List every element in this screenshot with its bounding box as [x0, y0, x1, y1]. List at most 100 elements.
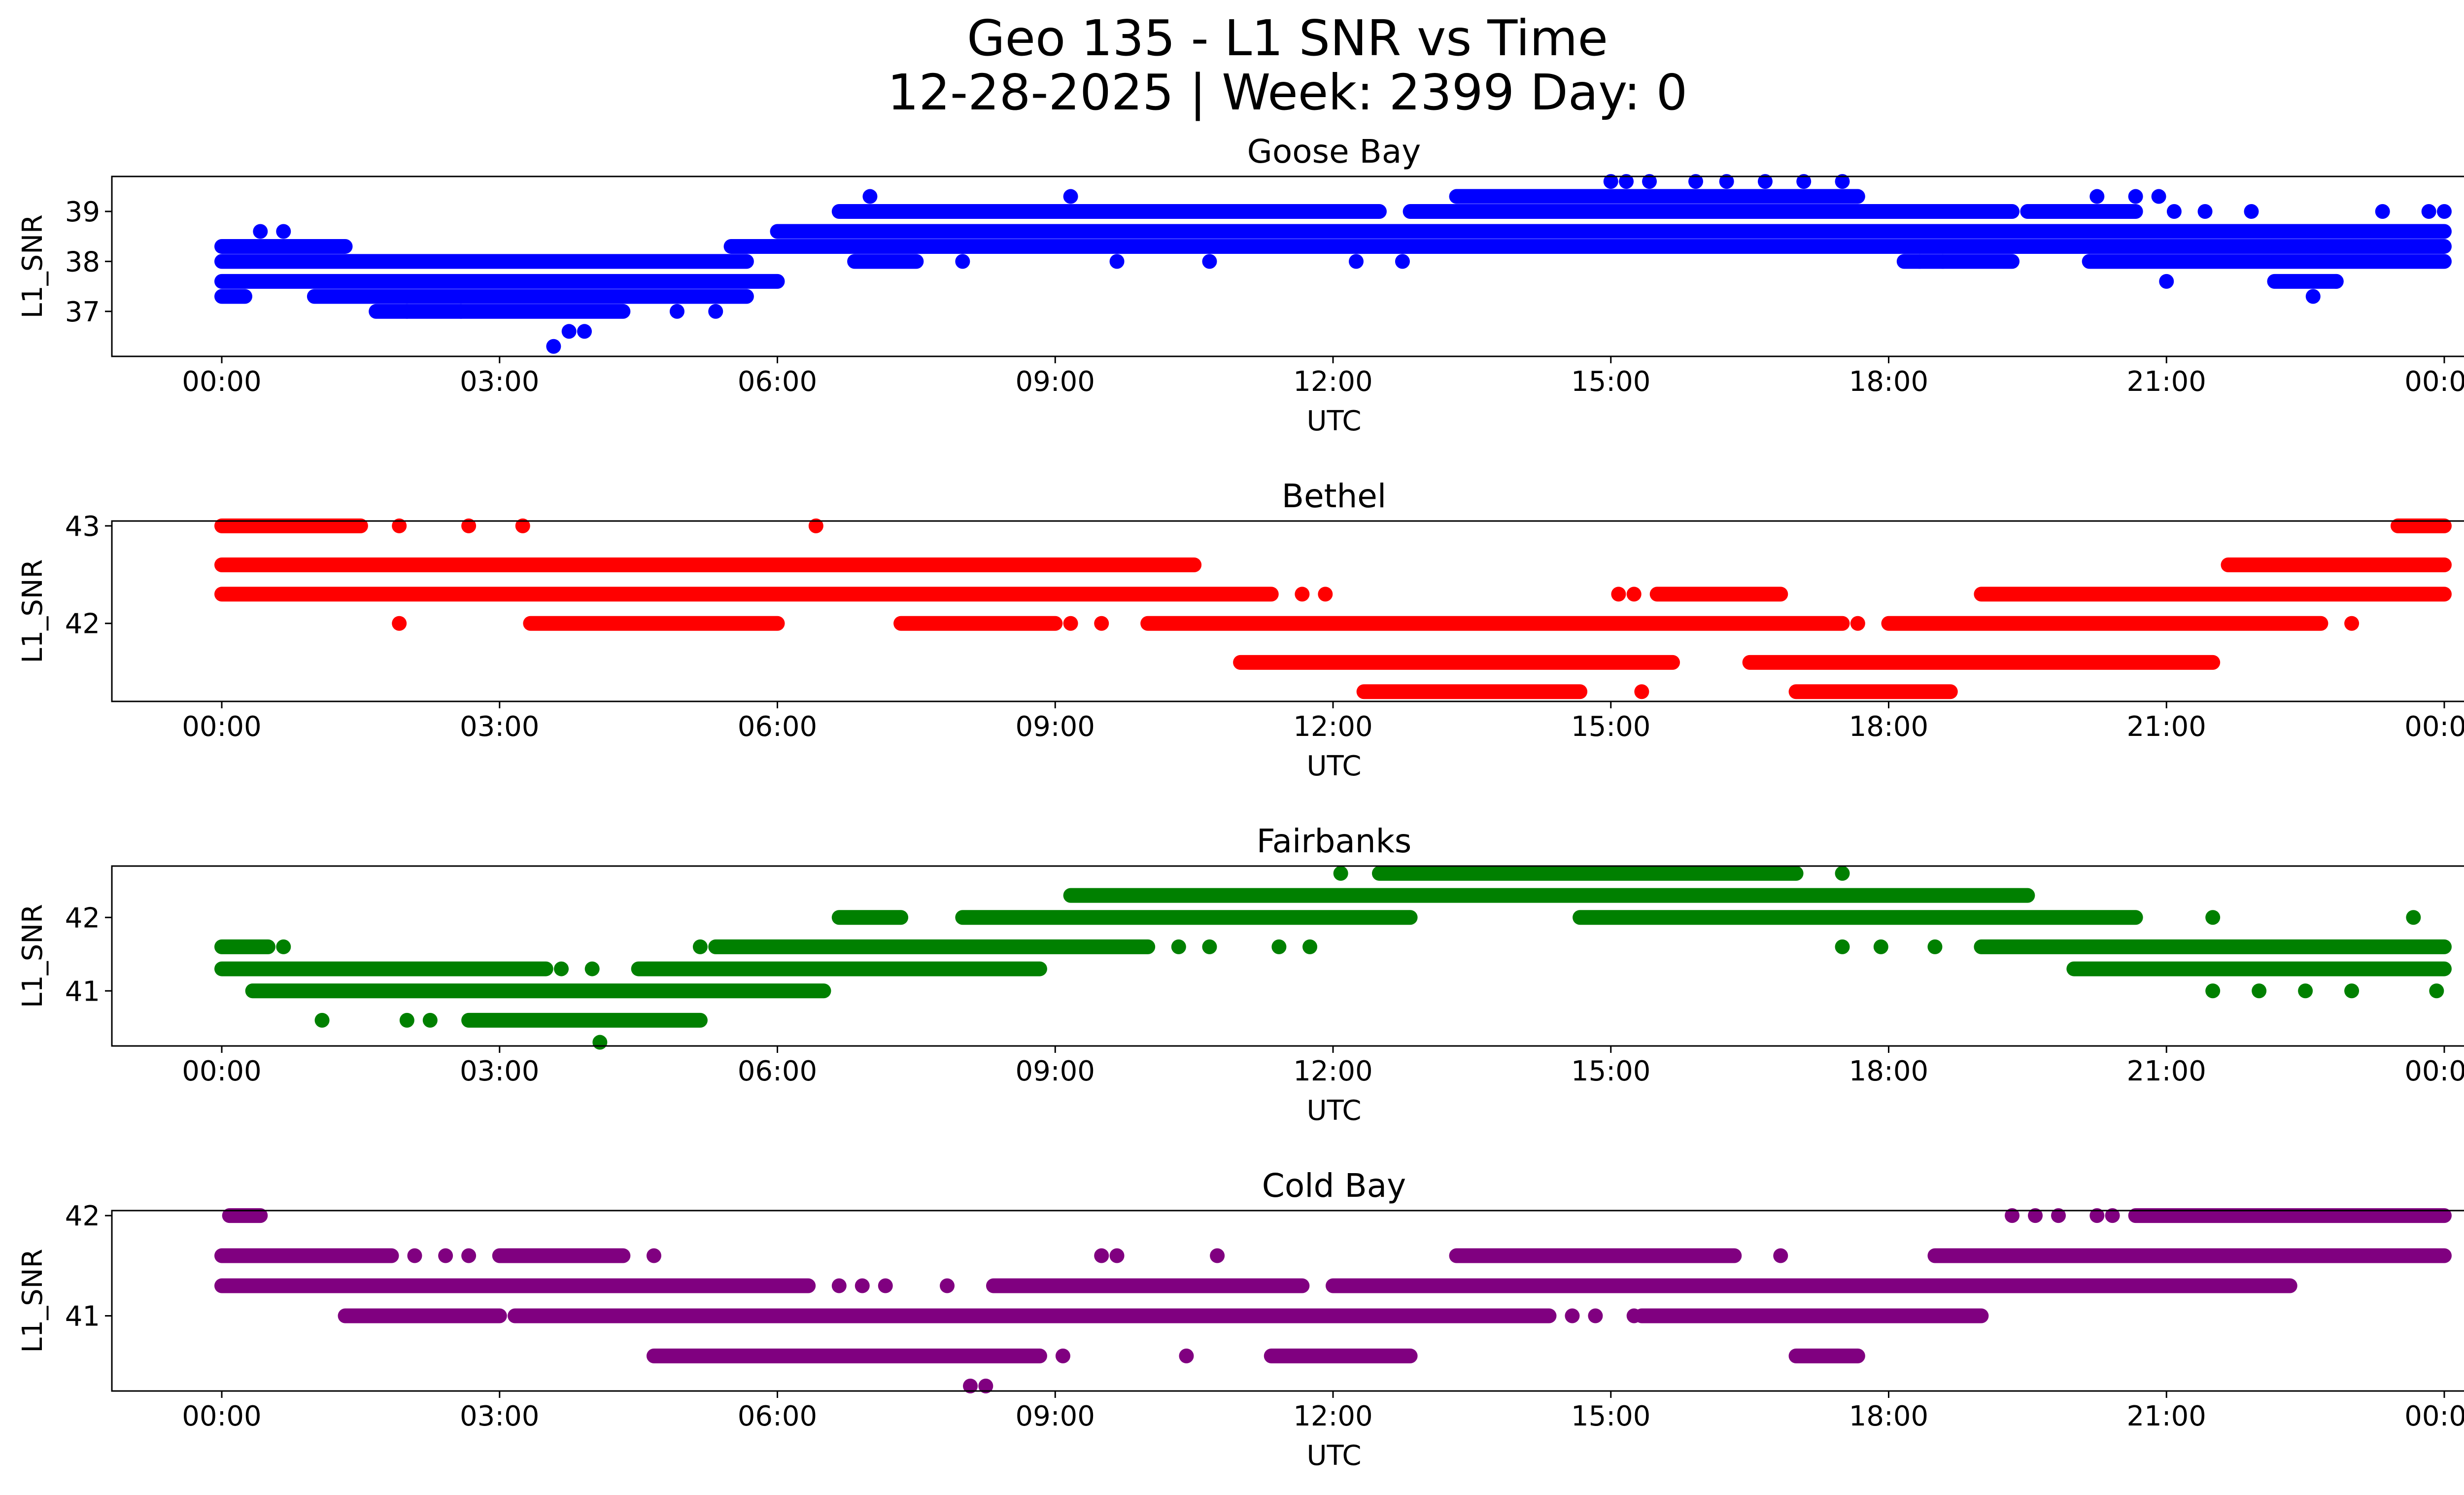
x-axis-label: UTC: [1306, 750, 1361, 782]
x-tick-label: 06:00: [738, 711, 817, 743]
x-tick-label: 03:00: [460, 711, 539, 743]
data-point: [1835, 174, 1850, 189]
data-band: [831, 910, 909, 925]
x-axis-label: UTC: [1306, 1440, 1361, 1472]
data-point: [940, 1278, 955, 1293]
data-point: [422, 1012, 438, 1028]
data-point: [1935, 254, 1951, 269]
data-point: [276, 939, 291, 954]
x-tick-label: 18:00: [1849, 1055, 1928, 1087]
data-band: [1974, 939, 2452, 954]
data-band: [1649, 587, 1788, 602]
x-tick-label: 00:00: [2404, 1400, 2464, 1432]
data-point: [1094, 616, 1109, 631]
y-axis-label: L1_SNR: [17, 1249, 49, 1353]
data-band: [847, 254, 924, 269]
y-tick-label: 42: [65, 608, 100, 640]
x-tick-label: 06:00: [738, 1400, 817, 1432]
data-band: [1881, 616, 2328, 631]
data-point: [1796, 174, 1812, 189]
data-band: [1326, 1278, 2297, 1293]
data-point: [1912, 254, 1927, 269]
data-point: [554, 961, 569, 976]
data-point: [392, 518, 407, 533]
data-point: [1688, 174, 1704, 189]
data-band: [646, 1348, 1047, 1363]
x-tick-label: 00:00: [2404, 1055, 2464, 1087]
data-band: [492, 1248, 631, 1263]
data-band: [708, 939, 1156, 954]
data-band: [631, 961, 1047, 976]
figure-title: Geo 135 - L1 SNR vs Time: [967, 9, 1608, 67]
data-band: [214, 518, 368, 533]
data-point: [1588, 1308, 1603, 1323]
data-band: [2020, 204, 2143, 219]
data-band: [307, 289, 754, 304]
data-point: [808, 518, 823, 533]
data-band: [214, 557, 1202, 573]
data-point: [561, 324, 577, 339]
data-point: [453, 304, 469, 319]
data-point: [2421, 204, 2436, 219]
x-tick-label: 00:00: [2404, 366, 2464, 398]
x-tick-label: 06:00: [738, 1055, 817, 1087]
y-axis-label: L1_SNR: [17, 214, 49, 318]
data-point: [2344, 983, 2360, 999]
data-point: [1835, 939, 1850, 954]
data-point: [2298, 983, 2313, 999]
data-band: [508, 1308, 1557, 1323]
data-point: [392, 616, 407, 631]
data-point: [1171, 939, 1186, 954]
data-point: [399, 1012, 414, 1028]
data-band: [1233, 655, 1680, 670]
data-point: [2166, 204, 2182, 219]
x-tick-label: 15:00: [1571, 711, 1650, 743]
y-tick-label: 37: [65, 296, 100, 328]
data-point: [1626, 1308, 1642, 1323]
data-point: [1063, 616, 1078, 631]
data-point: [1063, 189, 1078, 204]
data-point: [2375, 204, 2390, 219]
data-band: [1063, 888, 2035, 903]
data-point: [2005, 1208, 2020, 1223]
data-band: [461, 1012, 708, 1028]
data-point: [1202, 939, 1217, 954]
plot-area: [214, 1208, 2452, 1393]
data-point: [2051, 1208, 2066, 1223]
subplot-fairbanks: 00:00 03:00 06:00 09:00 12:00 15:00 18:00 21:00…: [17, 822, 2464, 1127]
axes-frame: [111, 865, 2464, 1047]
data-point: [2437, 204, 2452, 219]
subplot-title: Bethel: [1282, 477, 1387, 515]
x-tick-label: 00:00: [182, 366, 261, 398]
x-tick-label: 09:00: [1016, 711, 1095, 743]
data-point: [2159, 274, 2174, 289]
data-point: [708, 304, 723, 319]
data-point: [1333, 866, 1348, 881]
x-tick-label: 15:00: [1571, 366, 1650, 398]
subplot-title: Goose Bay: [1247, 133, 1421, 171]
data-band: [214, 239, 353, 254]
data-band: [955, 910, 1418, 925]
data-band: [1742, 655, 2221, 670]
data-point: [438, 1248, 453, 1263]
data-band: [338, 1308, 507, 1323]
data-point: [878, 1278, 893, 1293]
data-band: [2066, 961, 2452, 976]
x-tick-label: 06:00: [738, 366, 817, 398]
data-point: [2429, 983, 2444, 999]
data-point: [461, 1248, 477, 1263]
data-point: [955, 254, 970, 269]
data-point: [2252, 983, 2267, 999]
y-tick-label: 41: [65, 975, 100, 1008]
x-tick-label: 12:00: [1293, 366, 1372, 398]
x-tick-label: 09:00: [1016, 366, 1095, 398]
data-band: [1896, 254, 2020, 269]
x-tick-label: 15:00: [1571, 1055, 1650, 1087]
x-tick-label: 00:00: [182, 711, 261, 743]
x-axis-label: UTC: [1306, 1095, 1361, 1127]
data-band: [523, 616, 785, 631]
data-point: [1202, 254, 1217, 269]
axes-frame: [111, 1210, 2464, 1392]
data-point: [692, 939, 708, 954]
